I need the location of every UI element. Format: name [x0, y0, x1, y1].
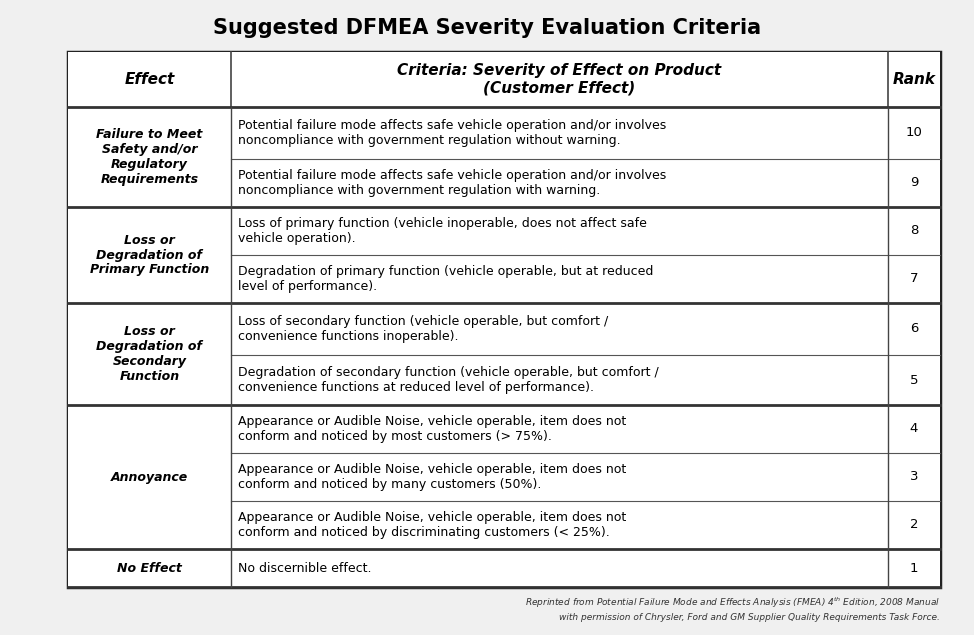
Bar: [68, 405, 231, 549]
Text: 5: 5: [910, 373, 918, 387]
Bar: [68, 107, 231, 207]
Text: Annoyance: Annoyance: [111, 471, 188, 483]
Text: Degradation of primary function (vehicle operable, but at reduced
level of perfo: Degradation of primary function (vehicle…: [238, 265, 654, 293]
Bar: [231, 355, 888, 405]
Text: Reprinted from Potential Failure Mode and Effects Analysis (FMEA) 4$^{th}$ Editi: Reprinted from Potential Failure Mode an…: [525, 596, 940, 610]
Text: No Effect: No Effect: [117, 561, 182, 575]
Text: Appearance or Audible Noise, vehicle operable, item does not
conform and noticed: Appearance or Audible Noise, vehicle ope…: [238, 463, 626, 491]
Text: Appearance or Audible Noise, vehicle operable, item does not
conform and noticed: Appearance or Audible Noise, vehicle ope…: [238, 511, 626, 539]
Bar: [888, 453, 940, 501]
Bar: [888, 355, 940, 405]
Text: 10: 10: [906, 126, 922, 140]
Text: 2: 2: [910, 519, 918, 531]
Bar: [231, 255, 888, 303]
Bar: [888, 549, 940, 587]
Text: Appearance or Audible Noise, vehicle operable, item does not
conform and noticed: Appearance or Audible Noise, vehicle ope…: [238, 415, 626, 443]
Bar: [888, 207, 940, 255]
Bar: [68, 52, 940, 587]
Bar: [888, 159, 940, 207]
Text: Criteria: Severity of Effect on Product
(Customer Effect): Criteria: Severity of Effect on Product …: [397, 64, 722, 96]
Bar: [888, 255, 940, 303]
Text: Loss or
Degradation of
Primary Function: Loss or Degradation of Primary Function: [90, 234, 209, 276]
Text: Suggested DFMEA Severity Evaluation Criteria: Suggested DFMEA Severity Evaluation Crit…: [213, 18, 761, 38]
Bar: [231, 207, 888, 255]
Bar: [231, 501, 888, 549]
Bar: [68, 207, 231, 303]
Text: 1: 1: [910, 561, 918, 575]
Text: 3: 3: [910, 471, 918, 483]
Text: Potential failure mode affects safe vehicle operation and/or involves
noncomplia: Potential failure mode affects safe vehi…: [238, 119, 666, 147]
Text: 9: 9: [910, 177, 918, 189]
Text: 8: 8: [910, 225, 918, 237]
Bar: [231, 303, 888, 355]
Text: Failure to Meet
Safety and/or
Regulatory
Requirements: Failure to Meet Safety and/or Regulatory…: [96, 128, 203, 186]
Bar: [231, 453, 888, 501]
Text: Effect: Effect: [125, 72, 174, 87]
Text: Potential failure mode affects safe vehicle operation and/or involves
noncomplia: Potential failure mode affects safe vehi…: [238, 169, 666, 197]
Bar: [68, 303, 231, 405]
Bar: [68, 549, 231, 587]
Text: Loss of primary function (vehicle inoperable, does not affect safe
vehicle opera: Loss of primary function (vehicle inoper…: [238, 217, 647, 245]
Text: No discernible effect.: No discernible effect.: [238, 561, 371, 575]
Text: 6: 6: [910, 323, 918, 335]
Bar: [68, 52, 940, 107]
Text: with permission of Chrysler, Ford and GM Supplier Quality Requirements Task Forc: with permission of Chrysler, Ford and GM…: [559, 613, 940, 622]
Bar: [888, 501, 940, 549]
Bar: [231, 405, 888, 453]
Bar: [231, 549, 888, 587]
Text: 4: 4: [910, 422, 918, 436]
Text: Loss of secondary function (vehicle operable, but comfort /
convenience function: Loss of secondary function (vehicle oper…: [238, 315, 608, 343]
Bar: [888, 303, 940, 355]
Text: Rank: Rank: [892, 72, 935, 87]
Text: 7: 7: [910, 272, 918, 286]
Text: Loss or
Degradation of
Secondary
Function: Loss or Degradation of Secondary Functio…: [96, 325, 203, 383]
Bar: [888, 405, 940, 453]
Bar: [231, 159, 888, 207]
Bar: [231, 107, 888, 159]
Bar: [888, 107, 940, 159]
Text: Degradation of secondary function (vehicle operable, but comfort /
convenience f: Degradation of secondary function (vehic…: [238, 366, 658, 394]
